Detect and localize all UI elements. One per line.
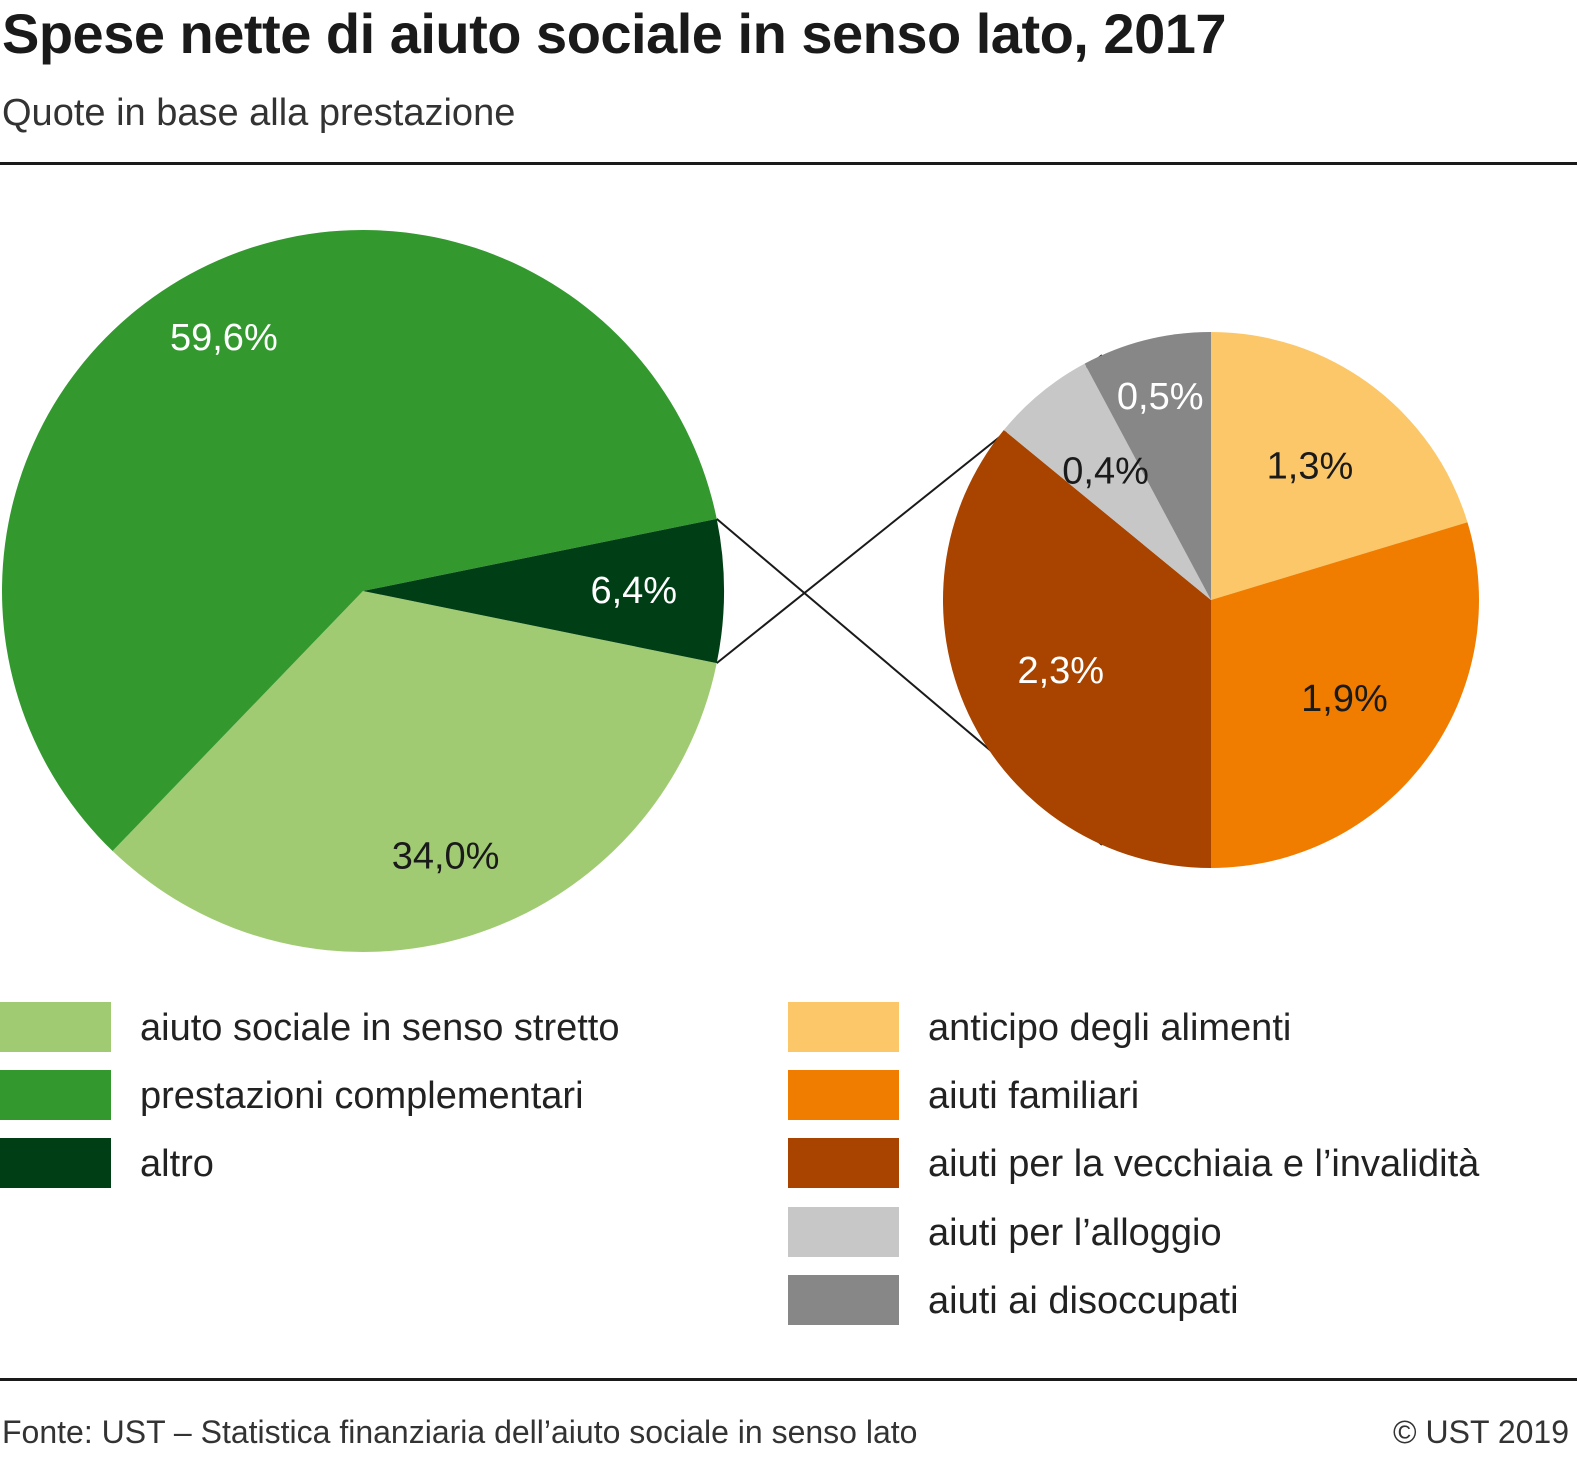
pie-slice-prestazioni-complementari: [1, 229, 717, 852]
legend-swatch: [788, 1207, 899, 1257]
pie-slice-aiuti-ai-disoccupati: [1084, 332, 1211, 600]
pie-slice-altro: [363, 518, 724, 664]
main-pie: 34,0% 59,6% 6,4%: [1, 229, 724, 952]
legend-label: aiuto sociale in senso stretto: [140, 1007, 620, 1049]
legend-item-prestazioni: prestazioni complementari: [0, 1070, 740, 1120]
legend-item-altro: altro: [0, 1138, 740, 1188]
bottom-divider: [0, 1378, 1577, 1381]
legend-swatch: [0, 1138, 111, 1188]
slice-label-prestazioni-complementari: 59,6%: [170, 317, 278, 359]
legend-swatch: [788, 1070, 899, 1120]
pie-slice-aiuti-per-l-alloggio: [1003, 363, 1211, 600]
slice-label-aiuti-familiari: 1,9%: [1301, 678, 1388, 720]
legend-swatch: [788, 1275, 899, 1325]
legend-swatch: [788, 1002, 899, 1052]
pie-slice-anticipo-degli-alimenti: [1211, 332, 1468, 600]
slice-label-aiuti-per-l-alloggio: 0,4%: [1062, 451, 1149, 493]
slice-label-anticipo-degli-alimenti: 1,3%: [1267, 446, 1354, 488]
legend-swatch: [788, 1138, 899, 1188]
pie-slice-aiuti-per-la-vecchiaia-e-l-invalidit: [943, 429, 1211, 868]
legend-swatch: [0, 1002, 111, 1052]
chart-subtitle: Quote in base alla prestazione: [2, 92, 516, 134]
legend-item-alloggio: aiuti per l’alloggio: [788, 1207, 1568, 1257]
legend-item-familiari: aiuti familiari: [788, 1070, 1568, 1120]
legend-label: aiuti ai disoccupati: [928, 1280, 1239, 1322]
slice-label-aiuto-sociale-in-senso-stretto: 34,0%: [392, 835, 500, 877]
detail-pie: 1,3% 1,9% 2,3% 0,4% 0,5%: [943, 332, 1479, 868]
legend-label: aiuti familiari: [928, 1075, 1140, 1117]
slice-label-altro: 6,4%: [590, 570, 677, 612]
legend-item-aiuto-sociale: aiuto sociale in senso stretto: [0, 1002, 740, 1052]
pie-slice-aiuto-sociale-in-senso-stretto: [112, 591, 717, 952]
legend-label: anticipo degli alimenti: [928, 1007, 1292, 1049]
legend-label: altro: [140, 1143, 214, 1185]
source-note: Fonte: UST – Statistica finanziaria dell…: [2, 1414, 918, 1450]
legend-item-disoccupati: aiuti ai disoccupati: [788, 1275, 1568, 1325]
copyright-note: © UST 2019: [1393, 1414, 1569, 1450]
legend-label: aiuti per la vecchiaia e l’invalidità: [928, 1143, 1480, 1185]
slice-label-aiuti-per-la-vecchiaia-e-l-invalidit: 2,3%: [1017, 650, 1104, 692]
pie-slice-aiuti-familiari: [1211, 522, 1479, 868]
slice-label-aiuti-ai-disoccupati: 0,5%: [1117, 376, 1204, 418]
legend-item-vecchiaia: aiuti per la vecchiaia e l’invalidità: [788, 1138, 1568, 1188]
top-divider: [0, 162, 1577, 165]
legend-swatch: [0, 1070, 111, 1120]
chart-title: Spese nette di aiuto sociale in senso la…: [2, 2, 1227, 65]
legend-label: aiuti per l’alloggio: [928, 1212, 1222, 1254]
legend-item-anticipo: anticipo degli alimenti: [788, 1002, 1568, 1052]
legend-label: prestazioni complementari: [140, 1075, 584, 1117]
